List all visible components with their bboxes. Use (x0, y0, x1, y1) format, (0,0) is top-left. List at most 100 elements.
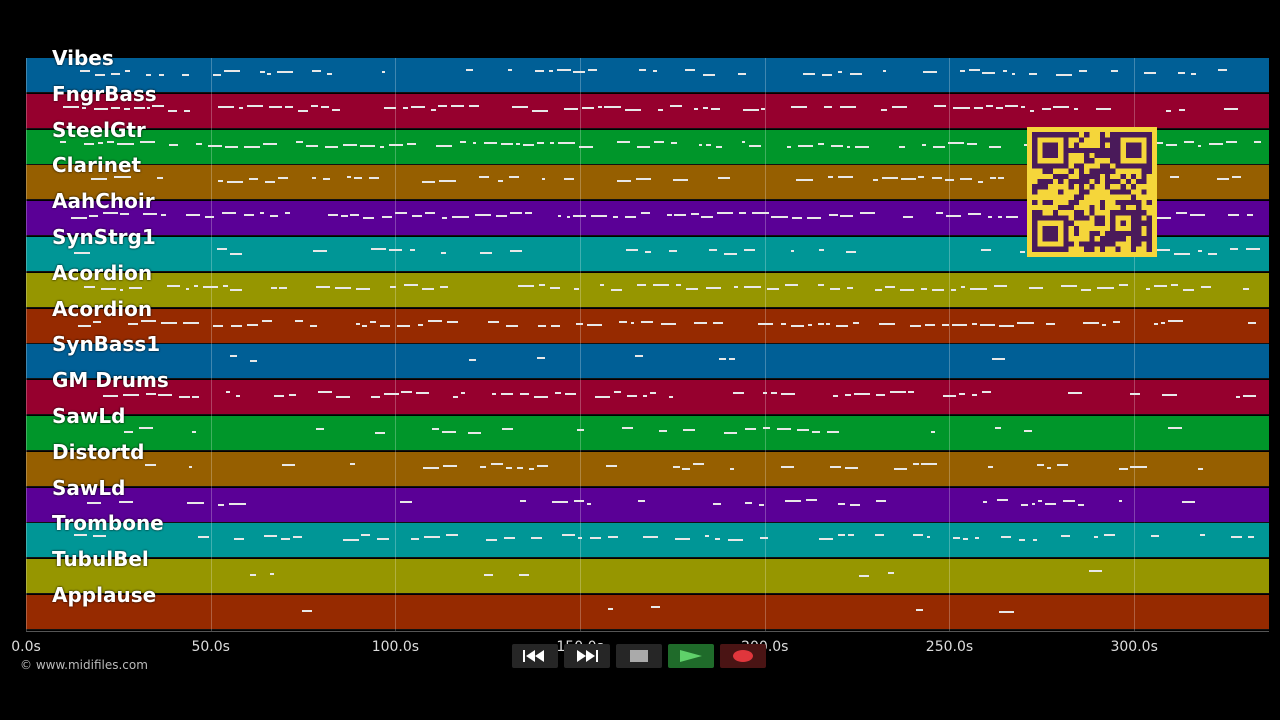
note-mark (1111, 70, 1118, 72)
note-mark (838, 71, 842, 73)
note-mark (74, 252, 91, 254)
note-mark (922, 143, 927, 146)
note-mark (124, 431, 133, 433)
note-mark (806, 498, 817, 501)
note-mark (202, 285, 218, 288)
note-mark (431, 108, 436, 111)
note-mark (221, 212, 237, 215)
note-mark (875, 499, 887, 502)
note-mark (945, 215, 961, 218)
note-mark (538, 324, 546, 327)
note-mark (838, 502, 845, 505)
note-mark (1176, 212, 1188, 215)
note-mark (125, 70, 130, 72)
note-mark (745, 428, 756, 430)
record-button[interactable] (720, 644, 766, 668)
note-mark (853, 393, 870, 396)
note-mark (356, 322, 361, 325)
note-mark (578, 537, 583, 540)
note-mark (119, 288, 124, 291)
note-mark (128, 322, 138, 325)
note-mark (650, 392, 657, 395)
note-mark (1143, 72, 1157, 74)
note-mark (635, 355, 643, 358)
note-mark (374, 432, 385, 434)
note-mark (270, 286, 277, 289)
note-mark (563, 107, 578, 110)
note-mark (827, 431, 840, 433)
note-mark (674, 214, 687, 217)
note-mark (1102, 323, 1107, 326)
note-mark (98, 141, 103, 144)
note-mark (509, 212, 522, 215)
note-mark (587, 502, 591, 505)
note-mark (845, 466, 859, 469)
note-mark (468, 359, 477, 362)
note-mark (878, 322, 895, 325)
note-mark (383, 393, 400, 396)
note-mark (791, 217, 802, 220)
track-label: FngrBass (52, 81, 157, 106)
note-mark (932, 145, 945, 148)
note-mark (995, 427, 1001, 429)
note-mark (980, 249, 991, 251)
play-button[interactable] (668, 644, 714, 668)
gridline (26, 58, 27, 631)
note-mark (1005, 104, 1018, 107)
note-mark (637, 145, 650, 148)
note-mark (598, 105, 603, 108)
note-mark (845, 394, 851, 397)
note-mark (806, 217, 822, 220)
note-mark (83, 285, 96, 288)
note-mark (186, 501, 204, 504)
note-mark (432, 428, 440, 430)
note-mark (523, 143, 534, 146)
note-mark (1177, 72, 1186, 74)
note-mark (589, 537, 601, 540)
note-mark (1230, 536, 1243, 539)
note-mark (1235, 396, 1240, 399)
note-mark (748, 144, 762, 147)
note-mark (644, 251, 651, 253)
note-mark (334, 286, 352, 289)
note-mark (349, 462, 355, 465)
note-mark (182, 321, 200, 324)
note-mark (1232, 176, 1242, 179)
note-mark (184, 109, 190, 112)
note-mark (538, 283, 546, 286)
note-mark (998, 324, 1014, 327)
note-mark (671, 141, 678, 144)
note-mark (262, 319, 273, 322)
note-mark (744, 501, 752, 504)
note-mark (566, 216, 571, 219)
stop-button[interactable] (616, 644, 662, 668)
note-mark (446, 320, 458, 323)
note-mark (760, 537, 769, 540)
note-mark (359, 144, 375, 147)
note-mark (1060, 284, 1078, 287)
note-mark (780, 322, 786, 325)
fast-forward-button[interactable] (564, 644, 610, 668)
note-mark (739, 212, 746, 215)
note-mark (997, 498, 1008, 501)
note-mark (653, 140, 665, 143)
note-mark (918, 176, 924, 179)
note-mark (624, 108, 641, 111)
note-mark (737, 73, 747, 75)
note-mark (1029, 286, 1044, 289)
note-mark (845, 251, 857, 253)
note-mark (139, 427, 153, 429)
note-mark (653, 283, 669, 286)
note-mark (1093, 536, 1098, 539)
note-mark (549, 141, 555, 144)
note-mark (1130, 393, 1140, 396)
note-mark (882, 177, 898, 180)
note-mark (624, 216, 637, 219)
note-mark (502, 428, 513, 430)
note-mark (829, 465, 842, 468)
note-mark (495, 215, 508, 218)
note-mark (239, 106, 244, 109)
rewind-button[interactable] (512, 644, 558, 668)
note-mark (1047, 466, 1052, 469)
